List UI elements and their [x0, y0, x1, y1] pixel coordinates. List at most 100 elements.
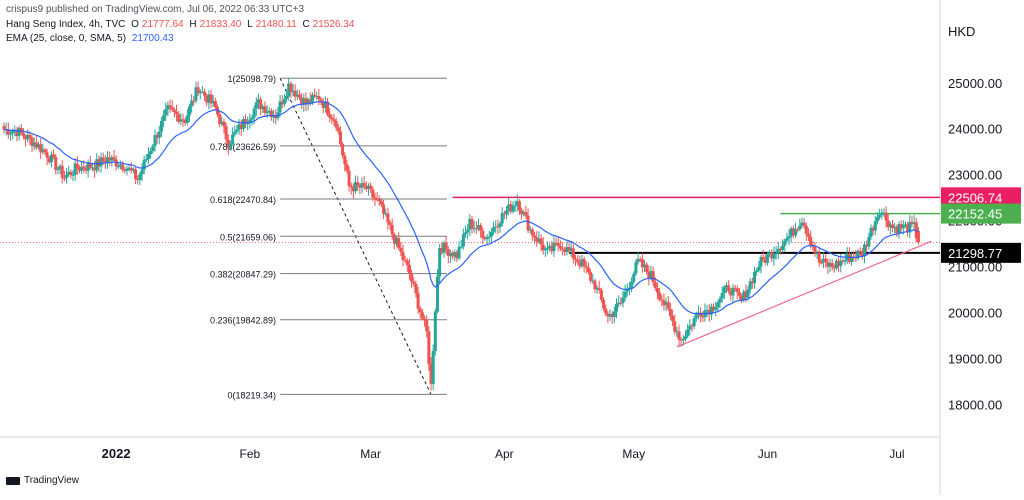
candle-body [190, 100, 194, 107]
symbol-title[interactable]: Hang Seng Index, 4h, TVC [6, 19, 126, 30]
candle-body [407, 265, 411, 274]
candle-body [543, 248, 547, 251]
candle-body [453, 252, 457, 257]
candle-body [291, 90, 295, 93]
candle-body [267, 110, 271, 112]
candle-body [863, 244, 867, 257]
fibonacci-group: 1(25098.79) 0.786(23626.59) 0.618(22470.84… [210, 74, 447, 400]
candle-body [200, 91, 204, 93]
candle-body [597, 287, 601, 291]
candle-body [735, 288, 739, 293]
candle-body [636, 258, 640, 263]
candle-body [345, 164, 349, 171]
candle-body [759, 256, 763, 267]
candle-body [647, 271, 651, 279]
candle-body [817, 252, 821, 263]
candle-body [328, 114, 332, 118]
candle-body [336, 127, 340, 132]
candle-body [916, 230, 920, 243]
y-tick-label: 23000.00 [948, 168, 1002, 183]
candle-body [753, 271, 757, 284]
indicator-label[interactable]: EMA (25, close, 0, SMA, 5) [6, 33, 127, 44]
candle-body [653, 282, 657, 288]
candle-body [584, 266, 588, 268]
candle-body [399, 247, 403, 252]
candle-body [692, 318, 696, 327]
candle-body [675, 331, 679, 333]
candle-body [334, 121, 338, 128]
candle-body [319, 99, 323, 102]
candle-body [356, 182, 360, 186]
candle-body [589, 272, 593, 281]
candle-body [41, 149, 45, 153]
candle-body [125, 168, 129, 171]
candle-body [379, 201, 383, 205]
fib-level-label: 0.786(23626.59) [210, 142, 276, 152]
candle-body [32, 142, 36, 147]
candles-group [2, 77, 920, 391]
candle-body [77, 168, 81, 171]
ohlc-open: 21777.64 [141, 19, 184, 30]
candle-body [671, 315, 675, 322]
candle-body [149, 151, 153, 155]
candle-body [897, 224, 901, 234]
candle-body [82, 166, 86, 169]
candle-body [774, 253, 778, 255]
candle-body [198, 91, 202, 94]
candle-body [798, 225, 802, 230]
candle-body [541, 244, 545, 251]
candle-body [446, 249, 450, 257]
candle-body [748, 281, 752, 290]
ema-group [4, 101, 919, 315]
candle-body [310, 94, 314, 104]
y-tick-label: 19000.00 [948, 351, 1002, 366]
candle-body [323, 101, 327, 108]
candle-body [427, 331, 431, 364]
candle-body [765, 254, 769, 263]
candle-body [47, 157, 51, 163]
candle-body [71, 174, 75, 176]
ohlc-close-label: C [302, 19, 310, 30]
price-labels-group: 22506.74 22152.45 21298.77 [941, 187, 1021, 263]
candle-body [722, 286, 726, 293]
candle-body [528, 229, 532, 231]
candle-body [366, 185, 370, 189]
candle-body [591, 280, 595, 282]
candle-body [73, 163, 77, 175]
candle-body [414, 283, 418, 294]
candle-body [97, 159, 101, 167]
candle-body [144, 159, 148, 161]
candle-body [520, 210, 524, 215]
candle-body [619, 302, 623, 304]
candle-body [602, 299, 606, 309]
ema-line [4, 101, 919, 315]
candle-body [791, 228, 795, 236]
candle-body [8, 133, 12, 135]
candle-body [828, 262, 832, 267]
candle-body [576, 259, 580, 263]
candle-body [498, 223, 502, 228]
candle-body [638, 258, 642, 260]
candle-body [6, 129, 10, 135]
candle-body [871, 227, 875, 231]
candle-body [274, 115, 278, 119]
candle-body [300, 97, 304, 105]
candle-body [250, 117, 254, 120]
candle-body [770, 252, 774, 259]
candle-body [701, 316, 705, 318]
candle-body [664, 302, 668, 306]
candle-body [110, 157, 114, 161]
candle-body [794, 229, 798, 236]
candle-body [433, 311, 437, 351]
candle-body [457, 246, 461, 259]
tradingview-brand[interactable]: TradingView [6, 475, 79, 486]
candle-body [285, 96, 289, 100]
candle-body [11, 131, 15, 134]
candle-body [129, 167, 133, 171]
candle-body [138, 174, 142, 180]
candle-body [289, 83, 293, 93]
candle-body [809, 236, 813, 245]
candle-body [677, 331, 681, 340]
candle-body [481, 230, 485, 239]
